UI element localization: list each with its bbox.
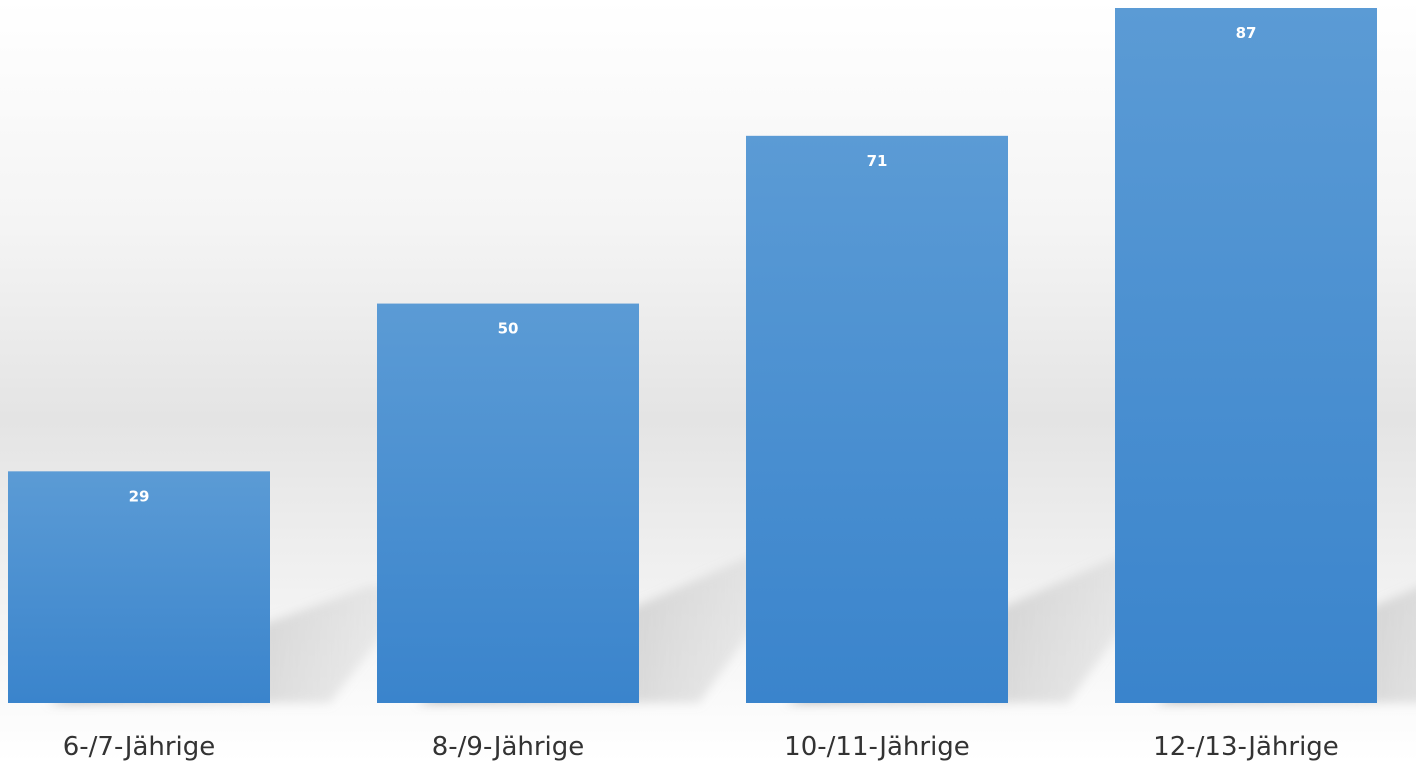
bar	[746, 135, 1008, 703]
bars	[8, 8, 1377, 703]
data-label: 71	[867, 152, 888, 170]
data-label: 87	[1236, 24, 1257, 42]
data-labels: 29 50 71 87	[129, 24, 1257, 505]
data-label: 50	[498, 320, 519, 338]
data-label: 29	[129, 487, 150, 505]
bar	[377, 303, 639, 703]
category-label: 10-/11-Jährige	[784, 732, 970, 762]
bar	[8, 471, 270, 703]
category-label: 6-/7-Jährige	[63, 732, 216, 762]
category-label: 8-/9-Jährige	[432, 732, 585, 762]
category-labels: 6-/7-Jährige 8-/9-Jährige 10-/11-Jährige 12…	[63, 732, 1339, 762]
bar	[1115, 8, 1377, 703]
category-label: 12-/13-Jährige	[1153, 732, 1339, 762]
